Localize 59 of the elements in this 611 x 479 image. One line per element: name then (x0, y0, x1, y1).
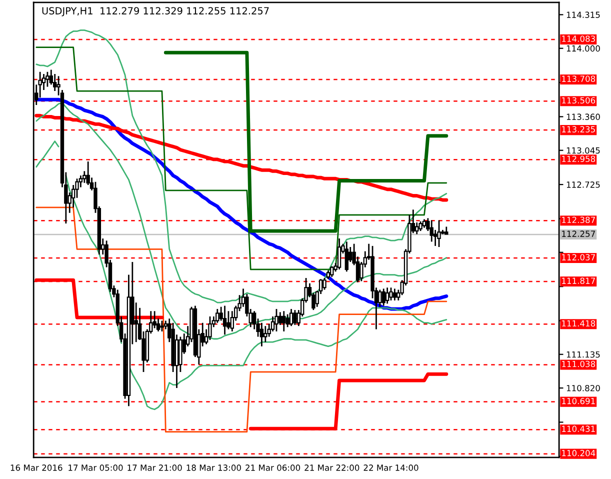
ref-line-label: 112.958 (562, 156, 596, 162)
y-tick-label: 114.000 (566, 45, 600, 52)
candlestick (274, 308, 278, 332)
ref-line-label: 110.691 (562, 398, 595, 404)
ref-line-label: 114.083 (562, 36, 595, 42)
candlestick (264, 325, 268, 343)
candlestick (330, 266, 334, 278)
candlestick (230, 310, 234, 332)
candlestick (282, 310, 286, 332)
candlestick (378, 289, 382, 308)
x-tick-label: 17 Mar 21:00 (128, 464, 182, 471)
ref-line-label: 113.235 (562, 126, 595, 132)
ref-line-label: 113.708 (562, 76, 596, 82)
candlestick (160, 320, 164, 332)
y-tick-label: 113.045 (566, 147, 600, 154)
candlestick (208, 316, 212, 341)
candlestick (430, 220, 434, 242)
candlestick (337, 238, 342, 270)
y-tick-label: 112.725 (566, 182, 600, 188)
candlestick (418, 220, 422, 232)
y-tick-label: 110.820 (566, 384, 600, 392)
candlestick (392, 288, 397, 302)
ref-line-label: 112.257 (562, 230, 595, 237)
x-tick-label: 16 Mar 2016 (10, 464, 62, 471)
candlestick (286, 314, 290, 328)
candlestick (293, 309, 297, 326)
candlestick (278, 311, 282, 326)
y-tick-label: 111.135 (566, 351, 600, 358)
y-tick-label: 113.360 (566, 114, 600, 120)
candlestick (52, 73, 57, 92)
candlestick (216, 308, 220, 324)
candlestick (222, 305, 227, 336)
candlestick (260, 322, 264, 348)
ref-line-label: 111.038 (562, 360, 596, 368)
x-tick-label: 17 Mar 05:00 (68, 464, 123, 471)
candlestick (385, 286, 390, 304)
candlestick (289, 308, 294, 327)
ref-line-label: 111.817 (562, 278, 595, 284)
x-tick-label: 18 Mar 13:00 (186, 464, 241, 471)
chart-title: USDJPY,H1 112.279 112.329 112.255 112.257 (42, 7, 269, 16)
candlestick (437, 220, 441, 248)
ref-line-label: 111.418 (562, 320, 596, 327)
x-tick-label: 21 Mar 06:00 (246, 464, 300, 471)
candlestick (322, 277, 326, 290)
candlestick (382, 288, 386, 306)
ref-line-label: 110.431 (562, 426, 595, 432)
candlestick (415, 222, 419, 235)
ref-line-label: 110.204 (562, 450, 596, 456)
ref-line-label: 112.037 (562, 254, 595, 260)
candlestick (344, 240, 349, 272)
ref-line-label: 112.387 (562, 216, 595, 224)
candlestick (389, 286, 393, 302)
y-tick-label: 114.315 (566, 12, 600, 18)
x-tick-label: 21 Mar 22:00 (304, 464, 360, 471)
candlestick (82, 170, 86, 184)
x-tick-label: 22 Mar 14:00 (364, 464, 418, 471)
candlestick (46, 71, 50, 88)
ref-line-label: 113.506 (562, 97, 596, 104)
line-series (36, 206, 448, 433)
